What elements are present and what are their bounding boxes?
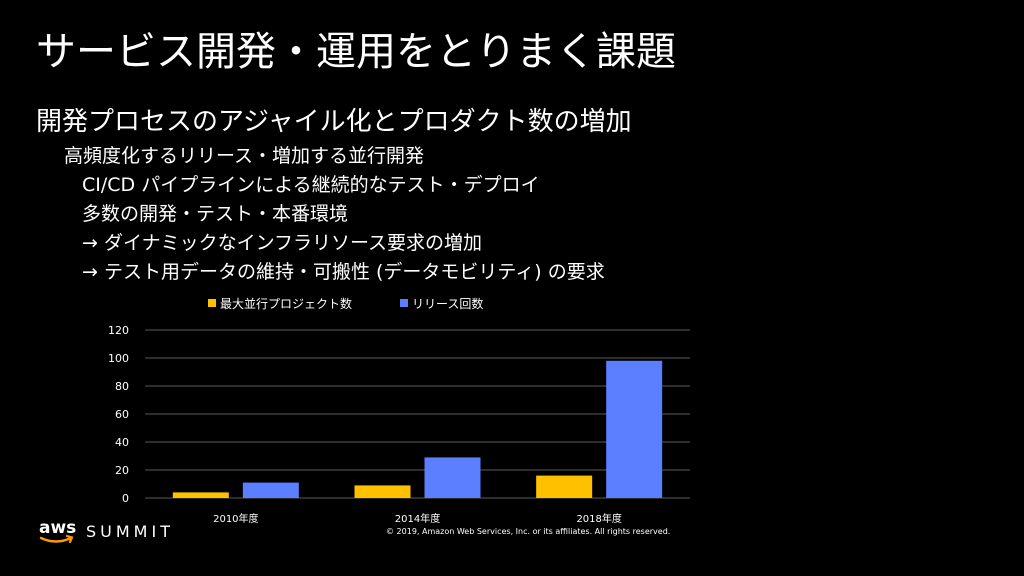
bar: [424, 457, 481, 498]
y-tick-label: 60: [115, 408, 129, 421]
copyright-text: © 2019, Amazon Web Services, Inc. or its…: [386, 527, 671, 536]
aws-smile-icon: aws: [39, 518, 76, 544]
y-tick-label: 20: [115, 464, 129, 477]
bullet-item: 多数の開発・テスト・本番環境: [82, 203, 349, 225]
y-tick-label: 0: [122, 492, 129, 505]
bullet-item: → テスト用データの維持・可搬性 (データモビリティ) の要求: [82, 261, 605, 283]
slide-subtitle: 開発プロセスのアジャイル化とプロダクト数の増加: [36, 107, 632, 137]
x-axis: 2010年度 2014年度 2018年度: [213, 512, 622, 525]
chart-legend: 最大並行プロジェクト数 リリース回数: [208, 296, 483, 311]
slide-title: サービス開発・運用をとりまく課題: [36, 29, 676, 75]
summit-text: SUMMIT: [86, 521, 174, 541]
y-axis: 0 20 40 60 80 100 120: [108, 324, 129, 505]
x-tick-label: 2014年度: [395, 512, 440, 525]
bullet-item: CI/CD パイプラインによる継続的なテスト・デプロイ: [82, 174, 540, 196]
x-tick-label: 2018年度: [576, 512, 621, 525]
bar: [242, 482, 299, 498]
chart-grid: [145, 329, 690, 499]
bullet-item: 高頻度化するリリース・増加する並行開発: [64, 145, 425, 167]
bullet-item: → ダイナミックなインフラリソース要求の増加: [82, 232, 483, 254]
legend-label: リリース回数: [412, 296, 483, 311]
x-tick-label: 2010年度: [213, 512, 258, 525]
bar: [172, 492, 229, 498]
y-tick-label: 40: [115, 436, 129, 449]
bar: [354, 485, 411, 498]
legend-label: 最大並行プロジェクト数: [220, 296, 352, 311]
legend-swatch: [400, 299, 408, 307]
aws-logo-text: aws: [39, 518, 76, 538]
bar: [606, 360, 663, 498]
legend-swatch: [208, 299, 216, 307]
bar: [536, 475, 593, 498]
y-tick-label: 120: [108, 324, 129, 337]
y-tick-label: 80: [115, 380, 129, 393]
chart-bars: [172, 360, 663, 498]
aws-summit-logo: aws SUMMIT: [38, 516, 174, 546]
y-tick-label: 100: [108, 352, 129, 365]
